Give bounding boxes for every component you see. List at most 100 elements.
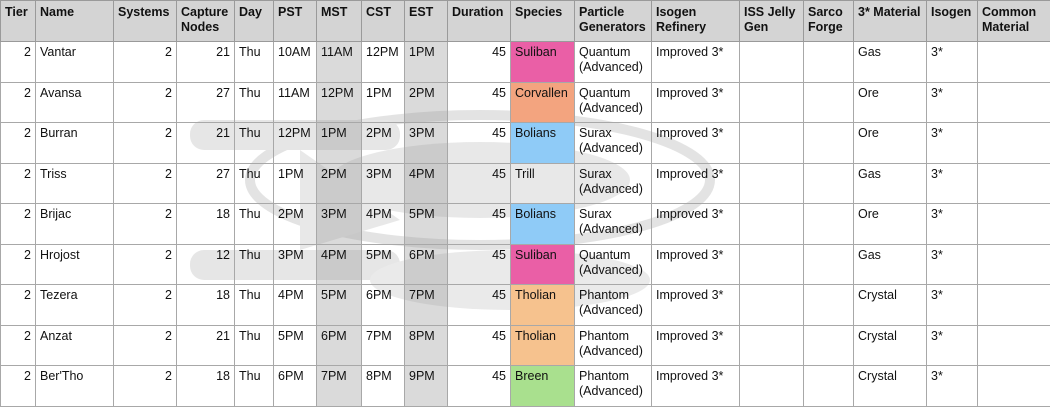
cell-mst: 1PM [317, 123, 362, 164]
cell-3star-material: Ore [854, 82, 927, 123]
cell-mst: 12PM [317, 82, 362, 123]
header-tier: Tier [1, 1, 36, 42]
cell-capture-nodes: 21 [177, 325, 235, 366]
cell-pst: 11AM [274, 82, 317, 123]
cell-particle-generators: Surax (Advanced) [575, 123, 652, 164]
cell-sarco-forge [804, 123, 854, 164]
cell-day: Thu [235, 82, 274, 123]
cell-day: Thu [235, 285, 274, 326]
cell-name: Vantar [36, 42, 114, 83]
cell-duration: 45 [448, 82, 511, 123]
cell-pst: 2PM [274, 204, 317, 245]
cell-3star-material: Crystal [854, 325, 927, 366]
cell-est: 3PM [405, 123, 448, 164]
cell-particle-generators: Surax (Advanced) [575, 163, 652, 204]
cell-pst: 5PM [274, 325, 317, 366]
cell-isogen-refinery: Improved 3* [652, 163, 740, 204]
cell-isogen: 3* [927, 325, 978, 366]
cell-cst: 4PM [362, 204, 405, 245]
cell-sarco-forge [804, 204, 854, 245]
cell-sarco-forge [804, 163, 854, 204]
cell-day: Thu [235, 123, 274, 164]
cell-particle-generators: Phantom (Advanced) [575, 285, 652, 326]
cell-isogen-refinery: Improved 3* [652, 42, 740, 83]
cell-species: Corvallen [511, 82, 575, 123]
cell-species: Bolians [511, 204, 575, 245]
cell-name: Tezera [36, 285, 114, 326]
cell-iss-jelly-gen [740, 325, 804, 366]
cell-systems: 2 [114, 123, 177, 164]
cell-tier: 2 [1, 163, 36, 204]
cell-3star-material: Gas [854, 42, 927, 83]
cell-pst: 4PM [274, 285, 317, 326]
cell-tier: 2 [1, 204, 36, 245]
cell-day: Thu [235, 42, 274, 83]
cell-sarco-forge [804, 244, 854, 285]
cell-est: 1PM [405, 42, 448, 83]
cell-tier: 2 [1, 325, 36, 366]
header-isogen-refinery: Isogen Refinery [652, 1, 740, 42]
header-est: EST [405, 1, 448, 42]
cell-3star-material: Gas [854, 244, 927, 285]
cell-capture-nodes: 18 [177, 204, 235, 245]
cell-est: 5PM [405, 204, 448, 245]
header-isogen: Isogen [927, 1, 978, 42]
cell-mst: 2PM [317, 163, 362, 204]
cell-pst: 3PM [274, 244, 317, 285]
cell-common-material [978, 163, 1050, 204]
cell-systems: 2 [114, 163, 177, 204]
header-particle-generators: Particle Generators [575, 1, 652, 42]
cell-day: Thu [235, 325, 274, 366]
cell-mst: 11AM [317, 42, 362, 83]
cell-capture-nodes: 12 [177, 244, 235, 285]
cell-species: Trill [511, 163, 575, 204]
cell-isogen-refinery: Improved 3* [652, 244, 740, 285]
header-mst: MST [317, 1, 362, 42]
cell-tier: 2 [1, 42, 36, 83]
cell-common-material [978, 82, 1050, 123]
header-iss-jelly-gen: ISS Jelly Gen [740, 1, 804, 42]
cell-duration: 45 [448, 163, 511, 204]
cell-common-material [978, 204, 1050, 245]
cell-isogen-refinery: Improved 3* [652, 123, 740, 164]
header-species: Species [511, 1, 575, 42]
header-3star-material: 3* Material [854, 1, 927, 42]
cell-est: 2PM [405, 82, 448, 123]
cell-est: 7PM [405, 285, 448, 326]
cell-name: Hrojost [36, 244, 114, 285]
cell-isogen: 3* [927, 204, 978, 245]
cell-tier: 2 [1, 244, 36, 285]
cell-3star-material: Crystal [854, 285, 927, 326]
cell-species: Bolians [511, 123, 575, 164]
cell-systems: 2 [114, 42, 177, 83]
cell-cst: 1PM [362, 82, 405, 123]
cell-duration: 45 [448, 42, 511, 83]
cell-iss-jelly-gen [740, 285, 804, 326]
cell-systems: 2 [114, 204, 177, 245]
cell-sarco-forge [804, 42, 854, 83]
cell-isogen-refinery: Improved 3* [652, 82, 740, 123]
cell-isogen-refinery: Improved 3* [652, 325, 740, 366]
cell-name: Burran [36, 123, 114, 164]
cell-mst: 4PM [317, 244, 362, 285]
cell-isogen-refinery: Improved 3* [652, 204, 740, 245]
cell-duration: 45 [448, 325, 511, 366]
cell-particle-generators: Surax (Advanced) [575, 204, 652, 245]
cell-systems: 2 [114, 82, 177, 123]
cell-iss-jelly-gen [740, 42, 804, 83]
cell-name: Avansa [36, 82, 114, 123]
cell-3star-material: Ore [854, 204, 927, 245]
cell-isogen: 3* [927, 285, 978, 326]
cell-species: Suliban [511, 244, 575, 285]
cell-common-material [978, 325, 1050, 366]
cell-tier: 2 [1, 82, 36, 123]
cell-cst: 7PM [362, 325, 405, 366]
cell-systems: 2 [114, 244, 177, 285]
